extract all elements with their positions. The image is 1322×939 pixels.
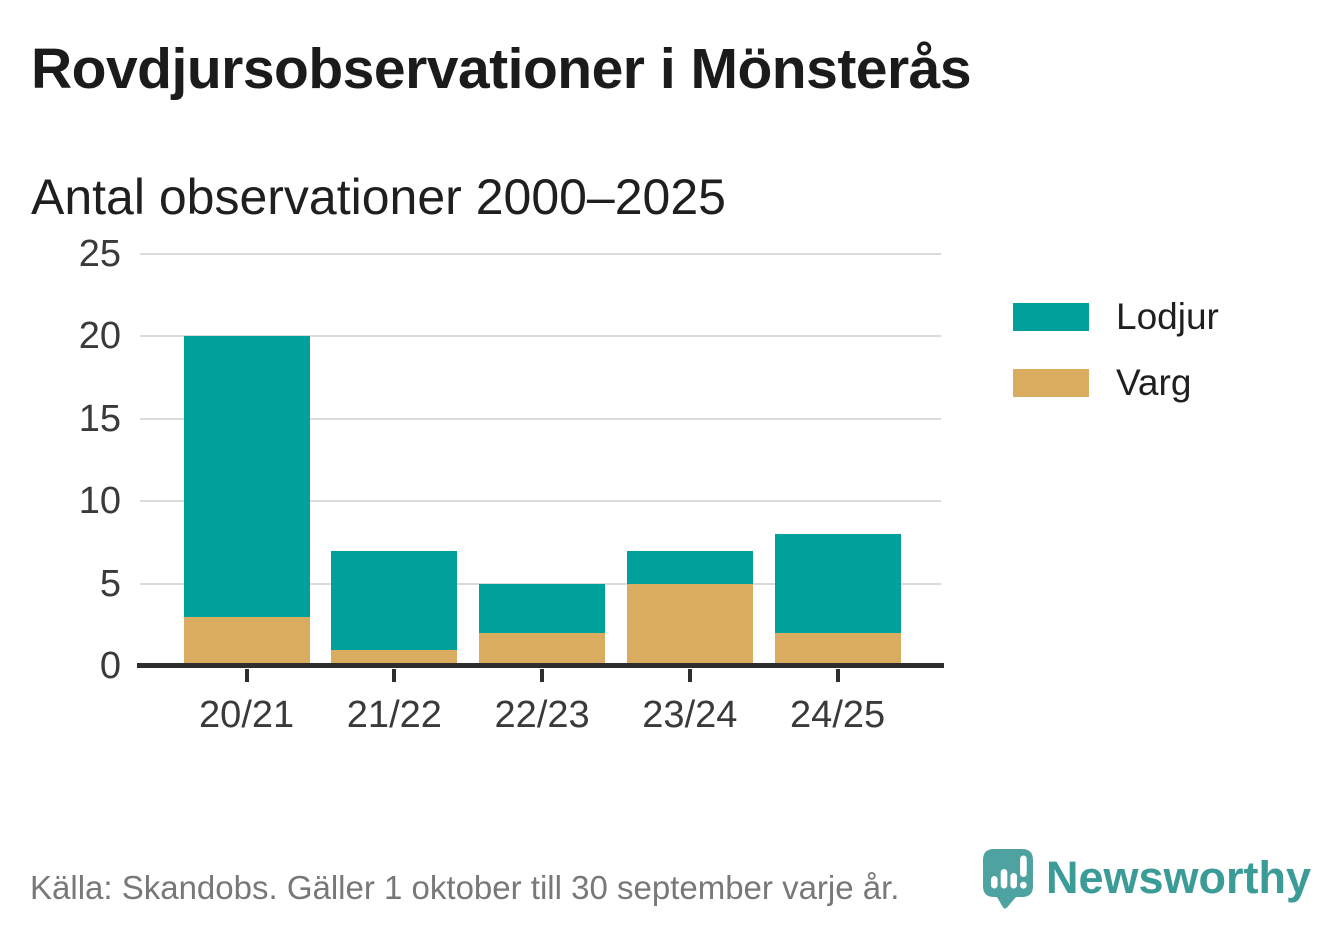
x-label-23/24: 23/24 bbox=[642, 694, 738, 736]
bar-23/24 bbox=[626, 550, 753, 666]
bar-segment-varg-24/25 bbox=[774, 633, 901, 666]
y-tick-label-0: 0 bbox=[99, 645, 121, 687]
chart-subtitle: Antal observationer 2000–2025 bbox=[31, 169, 726, 225]
gridline-15 bbox=[140, 417, 941, 420]
legend-item-lodjur: Lodjur bbox=[1013, 298, 1219, 335]
gridline-5 bbox=[140, 582, 941, 585]
bar-segment-lodjur-22/23 bbox=[479, 583, 606, 634]
bar-21/22 bbox=[331, 550, 458, 666]
legend: Lodjur Varg bbox=[1013, 298, 1219, 401]
y-tick-label-5: 5 bbox=[99, 562, 121, 605]
bar-segment-lodjur-20/21 bbox=[183, 336, 310, 617]
x-tick-24/25 bbox=[835, 669, 840, 682]
bar-segment-varg-21/22 bbox=[331, 649, 458, 666]
y-axis-tick-labels: 0 5 10 15 20 25 bbox=[30, 235, 121, 685]
bar-segment-varg-23/24 bbox=[626, 583, 753, 666]
newsworthy-logo: Newsworthy bbox=[982, 848, 1311, 910]
chart-title: Rovdjursobservationer i Mönsterås bbox=[31, 37, 972, 101]
x-axis-line bbox=[137, 663, 944, 668]
x-tick-20/21 bbox=[244, 669, 249, 682]
gridline-20 bbox=[140, 335, 941, 338]
legend-label-varg: Varg bbox=[1116, 362, 1192, 403]
gridline-25 bbox=[140, 253, 941, 255]
bar-22/23 bbox=[479, 583, 606, 666]
x-label-22/23: 22/23 bbox=[494, 694, 590, 736]
bar-segment-lodjur-23/24 bbox=[626, 550, 753, 584]
bar-segment-lodjur-24/25 bbox=[774, 534, 901, 634]
x-tick-22/23 bbox=[540, 669, 545, 682]
y-tick-label-15: 15 bbox=[78, 397, 121, 440]
y-tick-label-20: 20 bbox=[78, 315, 121, 358]
newsworthy-bubble-chart-icon bbox=[983, 849, 1033, 909]
bar-segment-varg-20/21 bbox=[183, 616, 310, 666]
legend-swatch-varg bbox=[1013, 368, 1089, 397]
gridline-10 bbox=[140, 500, 941, 503]
legend-item-varg: Varg bbox=[1013, 364, 1219, 401]
y-tick-label-10: 10 bbox=[78, 480, 121, 523]
bar-20/21 bbox=[183, 336, 310, 666]
plot-area: 20/21 21/22 22/23 23/24 24/25 bbox=[137, 253, 944, 736]
x-label-21/22: 21/22 bbox=[346, 694, 442, 736]
x-tick-21/22 bbox=[392, 669, 397, 682]
x-tick-23/24 bbox=[687, 669, 692, 682]
bar-segment-lodjur-21/22 bbox=[331, 550, 458, 650]
legend-swatch-lodjur bbox=[1013, 302, 1089, 331]
x-label-20/21: 20/21 bbox=[199, 694, 295, 736]
source-note: Källa: Skandobs. Gäller 1 oktober till 3… bbox=[30, 869, 900, 906]
bar-segment-varg-22/23 bbox=[479, 633, 606, 666]
legend-label-lodjur: Lodjur bbox=[1116, 296, 1219, 337]
brand-name: Newsworthy bbox=[1046, 852, 1312, 903]
bar-24/25 bbox=[774, 534, 901, 666]
y-tick-label-25: 25 bbox=[78, 233, 121, 275]
x-label-24/25: 24/25 bbox=[790, 694, 886, 736]
